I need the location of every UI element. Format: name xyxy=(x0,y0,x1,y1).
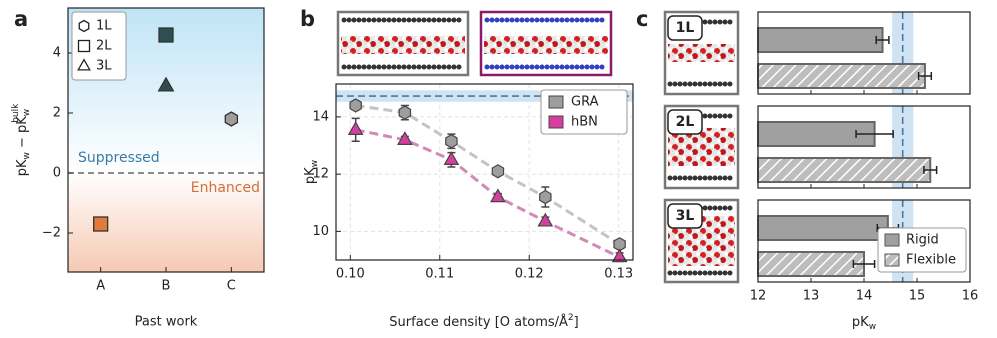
y-axis-label: pKw xyxy=(303,160,320,184)
marker xyxy=(157,76,175,92)
marker xyxy=(537,212,554,227)
label-part: w xyxy=(869,322,876,332)
x-axis-label: Surface density [O atoms/Å2] xyxy=(389,313,578,330)
panel-label: b xyxy=(300,7,315,31)
x-tick-label: 16 xyxy=(962,289,979,304)
y-tick-label: 0 xyxy=(53,166,61,181)
error-bar xyxy=(855,130,894,138)
legend-label: 3L xyxy=(96,59,112,74)
marker xyxy=(398,105,412,120)
legend-swatch xyxy=(548,115,564,129)
legend-label: Rigid xyxy=(906,233,939,248)
marker xyxy=(443,151,460,165)
legend-label: hBN xyxy=(571,115,598,130)
marker xyxy=(77,58,91,71)
legend-label: Flexible xyxy=(906,253,956,268)
marker xyxy=(491,164,505,179)
bar xyxy=(757,63,926,89)
x-tick-label: A xyxy=(96,279,105,294)
legend-swatch xyxy=(548,95,564,109)
series-line xyxy=(355,103,621,246)
error-bar xyxy=(875,36,890,44)
bar xyxy=(757,27,884,53)
legend-swatch xyxy=(884,233,900,247)
marker xyxy=(539,189,552,205)
marker xyxy=(224,111,239,127)
y-axis-label: pKw − pKwbulk xyxy=(11,103,32,176)
structure-images xyxy=(336,10,613,77)
panel-label: 2L xyxy=(676,114,695,130)
x-tick-label: 13 xyxy=(803,289,820,304)
label-part: w xyxy=(310,160,320,167)
marker xyxy=(347,121,364,135)
x-tick-label: C xyxy=(227,279,236,294)
x-tick-label: B xyxy=(162,279,171,294)
label-part: pK xyxy=(852,315,869,330)
panel-label-box xyxy=(667,15,703,41)
axes-frame xyxy=(67,7,265,273)
x-tick-label: 15 xyxy=(909,289,926,304)
panel-label: 3L xyxy=(676,208,695,224)
x-tick-label: 0.10 xyxy=(336,267,365,282)
legend xyxy=(877,227,967,273)
x-axis-label: Past work xyxy=(135,315,198,330)
label-part: bulk xyxy=(11,103,21,123)
axes-frame xyxy=(335,83,634,261)
label-part: pK xyxy=(303,167,318,184)
annotation: Enhanced xyxy=(191,180,260,196)
y-tick-label: 12 xyxy=(312,167,329,182)
marker xyxy=(158,27,174,43)
error-bar xyxy=(923,166,938,174)
error-bar xyxy=(852,260,876,268)
y-tick-label: 2 xyxy=(53,106,61,121)
series-line xyxy=(355,128,621,259)
label-part: 2 xyxy=(568,313,574,323)
legend-swatch xyxy=(884,253,900,267)
marker xyxy=(445,134,458,149)
x-axis-label: pKw xyxy=(852,315,876,332)
marker xyxy=(77,39,91,53)
legend-label: 1L xyxy=(96,19,112,34)
x-tick-label: 0.13 xyxy=(604,267,633,282)
label-part: ] xyxy=(574,315,579,330)
label-part: Surface density [O atoms/Å xyxy=(389,314,568,330)
panel-label: 1L xyxy=(676,20,695,36)
y-tick-label: 14 xyxy=(312,109,329,124)
x-tick-label: 0.12 xyxy=(515,267,544,282)
panel-label-box xyxy=(667,109,703,135)
error-bar xyxy=(917,72,933,80)
label-part: w xyxy=(22,152,32,159)
legend-label: GRA xyxy=(571,95,599,110)
axes-frame xyxy=(757,11,971,95)
bar xyxy=(757,215,889,241)
x-tick-label: 14 xyxy=(856,289,873,304)
axes-frame xyxy=(757,199,971,283)
bar xyxy=(757,251,865,277)
panel-label: c xyxy=(636,7,648,31)
y-tick-label: −2 xyxy=(42,226,61,241)
axes-frame xyxy=(757,105,971,189)
marker xyxy=(93,216,109,232)
structure-images xyxy=(663,10,740,284)
marker xyxy=(349,98,362,113)
label-part: pK xyxy=(15,159,30,176)
x-tick-label: 12 xyxy=(750,289,767,304)
label-part: − pK xyxy=(15,116,30,152)
marker xyxy=(397,131,413,145)
legend-label: 2L xyxy=(96,39,112,54)
marker xyxy=(611,248,628,263)
panel-label-box xyxy=(667,203,703,229)
annotation: Suppressed xyxy=(78,150,160,166)
x-tick-label: 0.11 xyxy=(425,267,454,282)
label-part: w xyxy=(22,109,32,116)
panel-label: a xyxy=(14,7,28,31)
y-tick-label: 4 xyxy=(53,46,61,61)
bar xyxy=(757,157,932,183)
y-tick-label: 10 xyxy=(312,224,329,239)
marker xyxy=(78,19,90,33)
marker xyxy=(490,188,506,203)
